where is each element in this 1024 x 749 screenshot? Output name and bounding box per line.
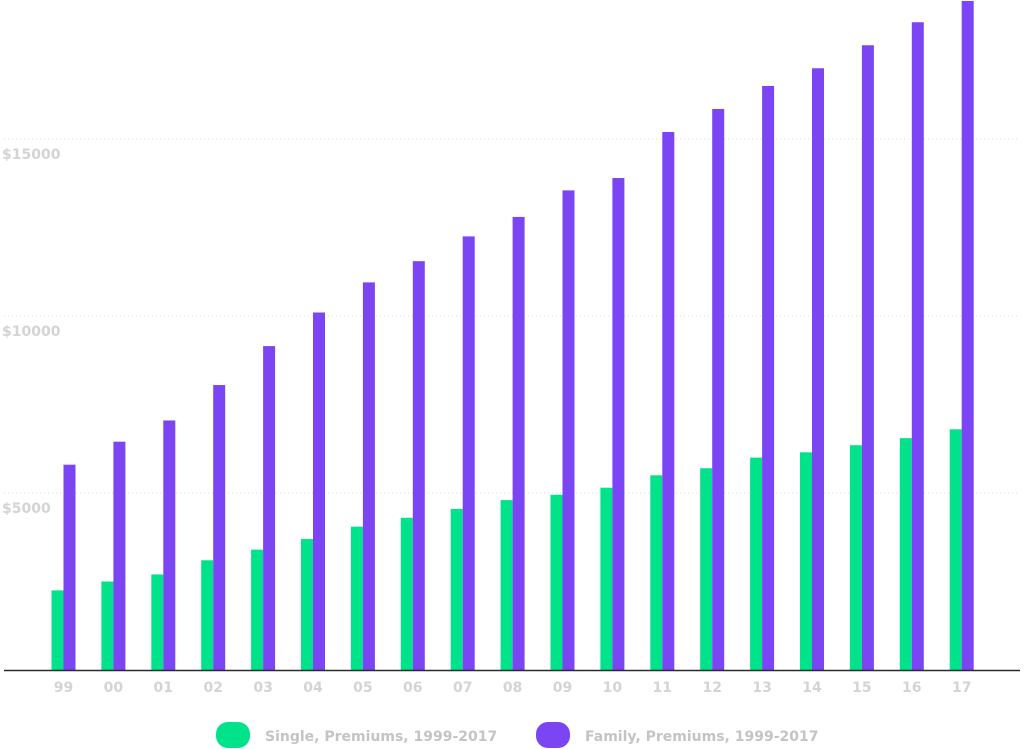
family-bar-16 — [911, 22, 924, 670]
x-tick-label: 16 — [902, 680, 921, 696]
x-tick-label: 03 — [253, 680, 272, 696]
legend-swatch-family — [536, 722, 570, 748]
x-tick-label: 13 — [752, 680, 771, 696]
family-bar-02 — [213, 385, 226, 670]
family-bar-10 — [612, 177, 625, 670]
single-bar-07 — [450, 508, 463, 670]
legend-label-single: Single, Premiums, 1999-2017 — [265, 729, 497, 745]
single-bar-02 — [201, 560, 214, 670]
legend-label-family: Family, Premiums, 1999-2017 — [585, 729, 818, 745]
x-tick-label: 07 — [453, 680, 472, 696]
single-bar-15 — [849, 445, 862, 670]
family-bar-13 — [762, 85, 775, 670]
single-bar-99 — [51, 590, 64, 670]
x-tick-label: 11 — [653, 680, 672, 696]
family-bar-08 — [512, 216, 525, 670]
x-tick-label: 05 — [353, 680, 372, 696]
legend-swatch-single — [216, 722, 250, 748]
family-bar-14 — [812, 68, 824, 670]
x-tick-label: 09 — [553, 680, 572, 696]
single-bar-16 — [899, 438, 912, 670]
family-bar-01 — [163, 420, 176, 670]
single-bar-05 — [350, 526, 363, 670]
family-bar-04 — [313, 312, 325, 670]
x-tick-label: 99 — [54, 680, 73, 696]
family-bar-15 — [861, 45, 874, 670]
family-bar-99 — [63, 464, 76, 670]
single-bar-09 — [550, 494, 563, 670]
single-bar-06 — [400, 517, 413, 670]
x-tick-label: 06 — [403, 680, 422, 696]
family-bar-06 — [412, 261, 425, 670]
legend: Single, Premiums, 1999-2017 Family, Premi… — [216, 722, 818, 748]
x-tick-label: 17 — [952, 680, 971, 696]
single-bar-14 — [800, 452, 812, 670]
family-bar-07 — [462, 236, 475, 670]
single-bar-17 — [949, 429, 962, 670]
family-bar-03 — [263, 346, 276, 670]
bars — [51, 1, 974, 670]
x-tick-label: 08 — [503, 680, 522, 696]
family-bar-12 — [712, 108, 725, 670]
x-tick-label: 15 — [852, 680, 871, 696]
family-bar-09 — [562, 190, 575, 670]
x-axis-ticks: 99 00 01 02 03 04 05 06 07 08 09 10 11 12 13 14 15 16 17 — [54, 680, 972, 696]
single-bar-13 — [750, 457, 763, 670]
family-bar-11 — [662, 131, 675, 670]
single-bar-04 — [301, 539, 313, 670]
single-bar-12 — [700, 468, 713, 670]
y-tick-label: $15000 — [2, 147, 61, 163]
x-tick-label: 02 — [203, 680, 222, 696]
x-tick-label: 00 — [104, 680, 124, 696]
family-bar-17 — [961, 1, 974, 670]
single-bar-08 — [500, 500, 513, 670]
family-bar-00 — [113, 441, 126, 670]
x-tick-label: 04 — [303, 680, 323, 696]
single-bar-00 — [101, 581, 114, 670]
x-tick-label: 01 — [154, 680, 173, 696]
single-bar-10 — [600, 487, 613, 670]
x-tick-label: 12 — [702, 680, 721, 696]
y-tick-label: $10000 — [2, 324, 61, 340]
single-bar-01 — [151, 574, 164, 670]
y-axis-ticks: $5000 $10000 $15000 — [2, 147, 61, 517]
x-tick-label: 14 — [802, 680, 822, 696]
x-tick-label: 10 — [603, 680, 623, 696]
single-bar-11 — [650, 475, 663, 670]
family-bar-05 — [362, 282, 375, 670]
single-bar-03 — [251, 549, 264, 670]
gridlines — [4, 138, 1020, 494]
y-tick-label: $5000 — [2, 501, 51, 517]
